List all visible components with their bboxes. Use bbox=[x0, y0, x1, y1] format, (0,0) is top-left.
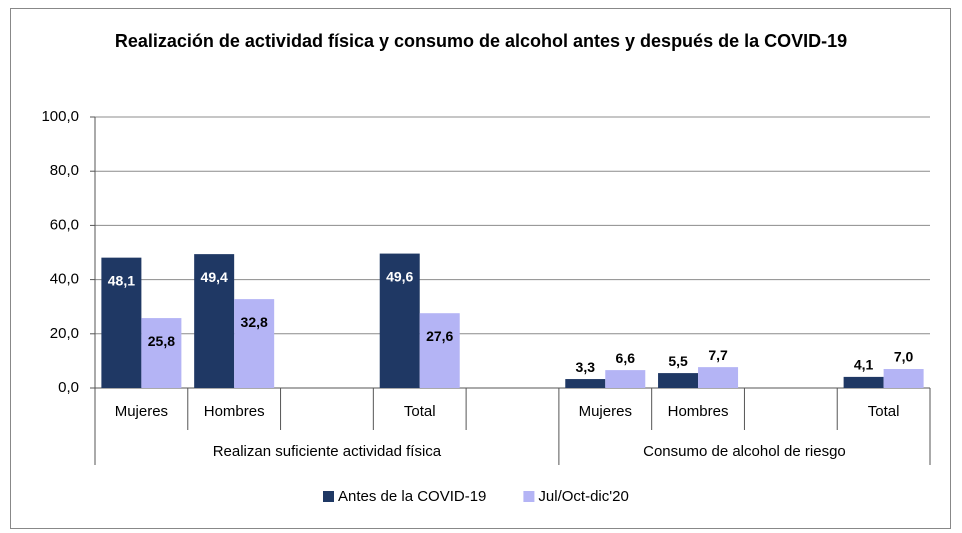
bar bbox=[141, 318, 182, 388]
value-label: 32,8 bbox=[241, 314, 268, 330]
bar bbox=[883, 369, 924, 388]
y-tick-label: 60,0 bbox=[50, 216, 79, 233]
value-label: 48,1 bbox=[108, 272, 135, 288]
value-label: 5,5 bbox=[668, 353, 688, 369]
frame bbox=[10, 8, 951, 529]
value-label: 3,3 bbox=[576, 359, 596, 375]
y-tick-label: 40,0 bbox=[50, 271, 79, 288]
y-tick-label: 80,0 bbox=[50, 162, 79, 179]
value-label: 27,6 bbox=[426, 328, 453, 344]
group-label: Consumo de alcohol de riesgo bbox=[643, 443, 846, 460]
bar bbox=[379, 253, 420, 388]
value-label: 7,0 bbox=[894, 349, 914, 365]
y-tick-label: 100,0 bbox=[41, 108, 79, 125]
legend-swatch bbox=[523, 491, 535, 502]
bar bbox=[658, 373, 699, 388]
value-label: 6,6 bbox=[616, 350, 636, 366]
value-label: 4,1 bbox=[854, 357, 874, 373]
value-label: 7,7 bbox=[708, 347, 728, 363]
bar bbox=[698, 367, 739, 388]
y-tick-label: 20,0 bbox=[50, 325, 79, 342]
x-tick-label: Hombres bbox=[204, 403, 265, 420]
bar bbox=[101, 257, 142, 388]
bar bbox=[234, 299, 275, 388]
chart-title: Realización de actividad física y consum… bbox=[114, 31, 848, 51]
x-tick-label: Mujeres bbox=[579, 403, 632, 420]
legend-swatch bbox=[323, 491, 334, 502]
value-label: 49,6 bbox=[386, 268, 413, 284]
legend-label: Jul/Oct-dic'20 bbox=[538, 488, 628, 505]
bar bbox=[565, 379, 606, 388]
y-tick-label: 0,0 bbox=[58, 379, 79, 396]
x-tick-label: Total bbox=[868, 403, 900, 420]
x-tick-label: Hombres bbox=[668, 403, 729, 420]
bar bbox=[843, 376, 884, 388]
bar bbox=[194, 254, 235, 388]
group-label: Realizan suficiente actividad física bbox=[213, 443, 442, 460]
x-tick-label: Mujeres bbox=[115, 403, 168, 420]
legend-label: Antes de la COVID-19 bbox=[338, 488, 486, 505]
value-label: 25,8 bbox=[148, 333, 175, 349]
bar bbox=[419, 313, 460, 388]
value-label: 49,4 bbox=[201, 269, 228, 285]
bar bbox=[605, 370, 646, 388]
x-tick-label: Total bbox=[404, 403, 436, 420]
